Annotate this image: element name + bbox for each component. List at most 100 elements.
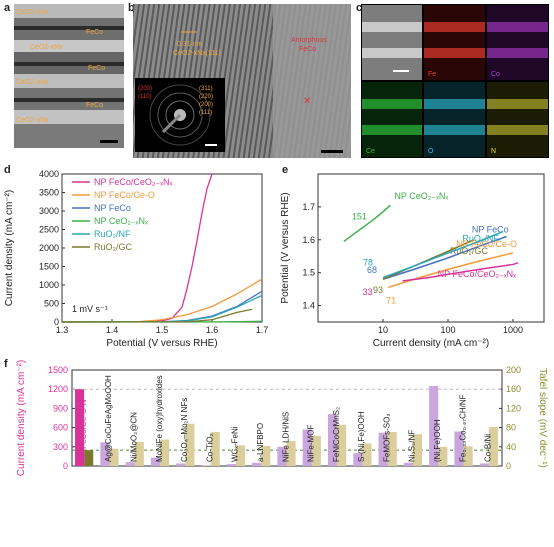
x-axis-label: Current density (mA cm⁻²)	[373, 338, 489, 349]
tafel-bar-4	[185, 423, 195, 466]
tafel-bar-9	[311, 435, 321, 466]
y2-tick-label: 40	[506, 442, 516, 452]
y-tick-label: 2000	[39, 243, 59, 253]
x-tick-label: 1.5	[156, 325, 169, 335]
panel-a-scale-bar	[100, 140, 118, 143]
panel-d-label: d	[4, 164, 11, 176]
y2-tick-label: 120	[506, 403, 521, 413]
current-bar-16	[479, 463, 489, 466]
panel-b-label: b	[128, 2, 135, 14]
tafel-bar-1	[109, 448, 119, 466]
panel-b-fringe-label: 0.31 nm CeO2-xNx(111)	[173, 41, 221, 57]
tafel-bar-15	[463, 446, 473, 466]
map-label-ce: Ce	[366, 148, 375, 155]
panel-b-scale-bar	[321, 150, 343, 153]
y-tick-label: 1.7	[302, 202, 315, 212]
tafel-bar-3	[160, 439, 170, 466]
saed-index: (110)	[138, 94, 152, 100]
chart-d-lsv: 1.3 1.4 1.5 1.6 1.7 0 500 1000 1500 2000 2500 3000 3…	[4, 169, 269, 349]
legend-label-5: RuO₂/GC	[94, 242, 133, 252]
tafel-value-5: 33	[363, 287, 373, 297]
y-tick-label: 1200	[48, 384, 68, 394]
y-axis-label: Current density (mA cm⁻²)	[4, 190, 15, 306]
series-name-2: RuO₂/GC	[450, 246, 489, 256]
elemental-map-n: N	[487, 82, 548, 157]
series-line-0	[343, 204, 391, 243]
elemental-map-fe: Fe	[424, 5, 485, 80]
category-label-9: NiFe-MOF	[307, 425, 316, 462]
panel-a-annotations: CeO2-xNx FeCo CeO2-xNx FeCo CeO2-xNx FeC…	[16, 9, 105, 124]
category-label-12: FeMOFs-SO₃	[382, 413, 391, 462]
series-line-3	[382, 230, 504, 279]
tafel-bar-8	[286, 441, 296, 466]
current-bar-9	[302, 429, 312, 466]
current-bar-12	[378, 432, 388, 466]
panel-c-image: Fe Co Ce O N	[361, 4, 549, 158]
amorphous-label: Amorphous	[291, 37, 327, 44]
panel-a-annotation: CeO2-xNx	[16, 79, 49, 86]
y-tick-label: 1500	[39, 262, 59, 272]
current-bar-4	[176, 463, 186, 466]
x-axis-label: Potential (V versus RHE)	[106, 338, 217, 349]
x-tick-label: 1.7	[256, 325, 269, 335]
tafel-bar-13	[412, 434, 423, 466]
panel-f-label: f	[4, 358, 8, 370]
map-label-co: Co	[491, 71, 500, 78]
saed-index: (200)	[138, 86, 152, 92]
panel-b-image: 0.31 nm CeO2-xNx(111) Amorphous FeCo ✕ (…	[133, 4, 351, 158]
x-tick-label: 100	[440, 325, 455, 335]
category-label-4: Co₃O₄–Mo₂N NFs	[180, 398, 189, 462]
tafel-bar-0	[84, 450, 94, 466]
current-bar-10	[327, 414, 338, 466]
category-label-15: Fe₀.₃₃Co₀.₆₇CH/NF	[458, 394, 467, 462]
category-label-11: S-(Ni,Fe)OOH	[357, 411, 366, 462]
current-bar-5	[201, 465, 211, 466]
series-line-1	[382, 235, 507, 280]
plot-frame	[61, 173, 263, 323]
series-name-3: RuO₂/NF	[462, 234, 499, 244]
tafel-bar-16	[488, 427, 498, 466]
elemental-map-ce: Ce	[362, 82, 422, 157]
panel-b-amorphous-label: Amorphous FeCo	[291, 37, 327, 53]
map-label-o: O	[428, 148, 434, 155]
series-name-0: NP CeO₂₋ₓNₓ	[394, 191, 448, 201]
tafel-bar-14	[438, 446, 448, 466]
plot-frame	[317, 173, 545, 323]
saed-index: (311)	[199, 86, 213, 92]
saed-inset: (200) (110) (311) (220) (200) (111)	[135, 78, 225, 152]
series-line-2	[382, 239, 475, 280]
fringe-plane: CeO2-xNx(111)	[173, 50, 221, 57]
tafel-value-4: 71	[386, 295, 396, 305]
current-bar-1	[100, 442, 110, 466]
saed-index: (220)	[199, 94, 213, 100]
y-tick-label: 0	[54, 317, 59, 327]
current-bar-13	[403, 462, 413, 466]
panel-b-svg: 0.31 nm CeO2-xNx(111) Amorphous FeCo ✕ (…	[133, 4, 351, 158]
svg-text:✕: ✕	[303, 96, 311, 107]
tafel-value-2: 93	[373, 285, 383, 295]
saed-index: (111)	[199, 110, 212, 116]
y-tick-label: 1500	[48, 365, 68, 375]
category-label-14: (Ni,Fe)OOH	[433, 419, 442, 462]
y-tick-label: 3500	[39, 188, 59, 198]
current-bar-7	[252, 462, 262, 466]
elemental-map-co: Co	[487, 5, 548, 80]
y-tick-label: 3000	[39, 206, 59, 216]
y2-tick-label: 80	[506, 423, 516, 433]
legend-label-2: NP FeCo	[94, 203, 131, 213]
series-name-1: NP FeCo	[472, 224, 509, 234]
tafel-bar-10	[337, 424, 347, 466]
amorphous-phase: FeCo	[299, 46, 316, 53]
y-tick-label: 600	[53, 423, 68, 433]
current-bar-6	[226, 464, 236, 466]
tafel-bar-7	[261, 445, 271, 466]
y2-tick-label: 0	[506, 461, 511, 471]
y2-tick-label: 200	[506, 365, 521, 375]
legend-label-0: NP FeCo/CeO₂₋ₓNₓ	[94, 177, 173, 187]
panel-e-label: e	[282, 164, 289, 176]
legend-label-4: RuO₂/NF	[94, 229, 131, 239]
tafel-bar-5	[210, 431, 220, 466]
panel-a-annotation: CeO2-xNx	[16, 117, 49, 124]
haadf-tile	[362, 5, 422, 80]
y-tick-label: 1.4	[302, 301, 315, 311]
